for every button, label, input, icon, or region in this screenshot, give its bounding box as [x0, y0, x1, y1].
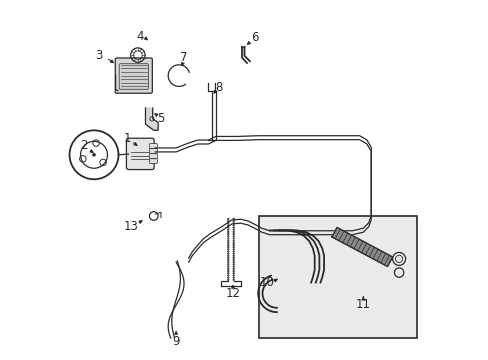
Text: 1: 1	[123, 132, 131, 145]
Bar	[258, 216, 416, 338]
FancyBboxPatch shape	[149, 144, 157, 148]
Text: 12: 12	[225, 287, 240, 300]
FancyBboxPatch shape	[119, 64, 148, 89]
Text: 10: 10	[259, 276, 274, 289]
Text: 13: 13	[123, 220, 138, 233]
Polygon shape	[145, 108, 158, 130]
Circle shape	[92, 153, 96, 157]
Text: 3: 3	[95, 49, 102, 62]
Text: 7: 7	[179, 51, 187, 64]
FancyBboxPatch shape	[149, 159, 157, 163]
FancyBboxPatch shape	[126, 138, 154, 170]
Text: 4: 4	[136, 30, 143, 42]
Text: 8: 8	[215, 81, 223, 94]
Text: 6: 6	[251, 31, 259, 44]
FancyBboxPatch shape	[149, 149, 157, 153]
Text: 9: 9	[172, 335, 180, 348]
FancyBboxPatch shape	[149, 154, 157, 158]
Polygon shape	[331, 228, 392, 266]
Text: 2: 2	[81, 139, 88, 152]
FancyBboxPatch shape	[115, 58, 152, 93]
Text: 5: 5	[157, 112, 164, 125]
Text: 11: 11	[355, 298, 370, 311]
